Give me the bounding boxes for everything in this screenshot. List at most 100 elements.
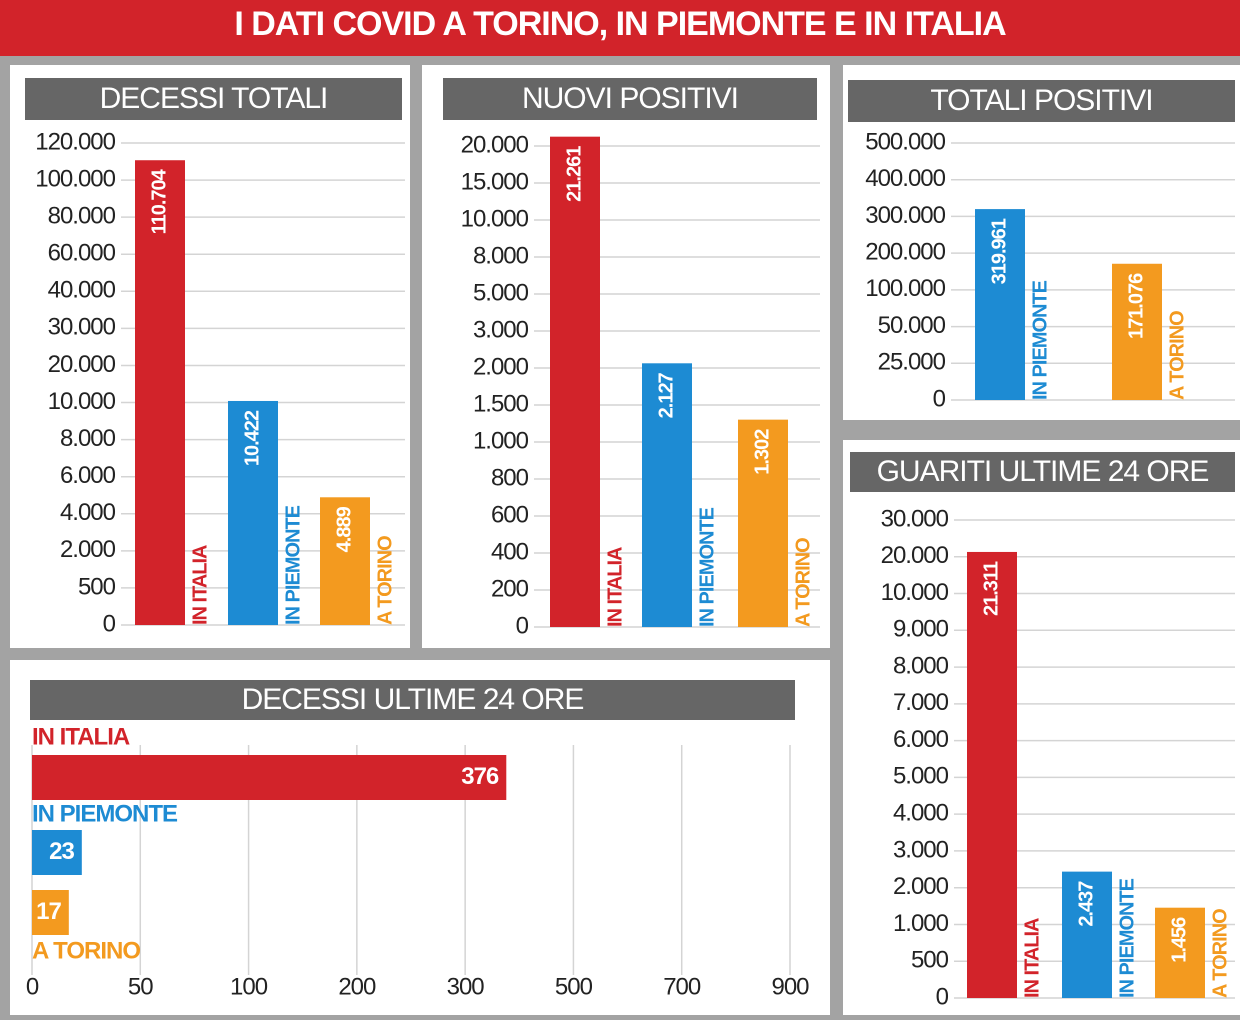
chart-title: TOTALI POSITIVI <box>930 84 1152 117</box>
panel-title-box <box>30 680 795 720</box>
bar <box>135 160 185 626</box>
category-label: IN ITALIA <box>1021 918 1043 998</box>
y-tick-label: 80.000 <box>48 202 116 229</box>
bar <box>967 551 1017 998</box>
panel-title-box <box>848 80 1235 122</box>
y-tick-label: 30.000 <box>881 505 949 532</box>
category-label: A TORINO <box>374 536 396 625</box>
y-tick-label: 3.000 <box>893 836 949 863</box>
value-label: 10.422 <box>241 410 263 466</box>
bar <box>32 755 507 800</box>
x-tick-label: 300 <box>447 973 485 1000</box>
y-tick-label: 0 <box>103 610 116 637</box>
bar <box>642 363 692 627</box>
x-tick-label: 700 <box>663 973 701 1000</box>
y-tick-label: 10.000 <box>461 205 529 232</box>
y-tick-label: 10.000 <box>881 579 949 606</box>
value-label: 4.889 <box>333 506 355 552</box>
y-tick-label: 8.000 <box>893 652 949 679</box>
bar <box>32 890 69 935</box>
y-tick-label: 8.000 <box>60 425 116 452</box>
x-tick-label: 50 <box>128 973 153 1000</box>
y-tick-label: 0 <box>933 385 946 412</box>
x-tick-label: 900 <box>771 973 809 1000</box>
y-tick-label: 2.000 <box>893 873 949 900</box>
y-tick-label: 3.000 <box>473 316 529 343</box>
y-tick-label: 40.000 <box>48 277 116 304</box>
y-tick-label: 5.000 <box>893 763 949 790</box>
value-label: 2.437 <box>1075 881 1097 927</box>
x-tick-label: 200 <box>338 973 376 1000</box>
y-tick-label: 4.000 <box>893 799 949 826</box>
chart-title: DECESSI ULTIME 24 ORE <box>242 683 584 716</box>
panel-title-box <box>850 452 1235 492</box>
chart-title: NUOVI POSITIVI <box>522 82 738 115</box>
category-label: A TORINO <box>1166 311 1188 400</box>
y-tick-label: 6.000 <box>893 726 949 753</box>
value-label: 171.076 <box>1125 273 1147 339</box>
y-tick-label: 800 <box>491 464 529 491</box>
category-label: IN ITALIA <box>604 547 626 627</box>
panel-title-box <box>443 78 817 120</box>
bar <box>32 830 82 875</box>
y-tick-label: 1.000 <box>473 427 529 454</box>
y-tick-label: 7.000 <box>893 689 949 716</box>
y-tick-label: 500 <box>78 573 116 600</box>
bar <box>550 136 600 628</box>
chart-title: GUARITI ULTIME 24 ORE <box>877 455 1209 488</box>
y-tick-label: 300.000 <box>865 202 945 229</box>
category-label: IN PIEMONTE <box>696 507 718 627</box>
value-label: 319.961 <box>988 218 1010 284</box>
y-tick-label: 8.000 <box>473 242 529 269</box>
category-label: IN PIEMONTE <box>32 800 178 827</box>
category-label: A TORINO <box>32 937 140 964</box>
category-label: A TORINO <box>792 538 814 627</box>
bar <box>1155 907 1205 998</box>
y-tick-label: 500.000 <box>865 128 945 155</box>
y-tick-label: 500 <box>911 947 949 974</box>
value-label: 376 <box>461 763 499 790</box>
y-tick-label: 4.000 <box>60 499 116 526</box>
panel <box>843 65 1240 420</box>
value-label: 2.127 <box>655 372 677 418</box>
bar <box>228 400 278 625</box>
y-tick-label: 2.000 <box>60 536 116 563</box>
y-tick-label: 200 <box>491 575 529 602</box>
y-tick-label: 0 <box>516 612 529 639</box>
value-label: 110.704 <box>148 168 170 234</box>
bar <box>738 419 788 627</box>
x-tick-label: 0 <box>26 973 39 1000</box>
bar <box>320 497 370 625</box>
y-tick-label: 100.000 <box>35 165 115 192</box>
y-tick-label: 400 <box>491 538 529 565</box>
category-label: IN ITALIA <box>32 723 130 750</box>
x-tick-label: 100 <box>230 973 268 1000</box>
panel-title-box <box>25 78 402 120</box>
y-tick-label: 60.000 <box>48 240 116 267</box>
category-label: IN PIEMONTE <box>1029 280 1051 400</box>
y-tick-label: 200.000 <box>865 238 945 265</box>
value-label: 1.456 <box>1168 917 1190 963</box>
y-tick-label: 50.000 <box>878 312 946 339</box>
y-tick-label: 600 <box>491 501 529 528</box>
y-tick-label: 20.000 <box>461 131 529 158</box>
value-label: 23 <box>49 838 74 865</box>
header <box>0 0 1240 56</box>
category-label: IN PIEMONTE <box>1116 878 1138 998</box>
y-tick-label: 30.000 <box>48 314 116 341</box>
y-tick-label: 1.000 <box>893 910 949 937</box>
y-tick-label: 1.500 <box>473 390 529 417</box>
y-tick-label: 20.000 <box>48 351 116 378</box>
y-tick-label: 20.000 <box>881 542 949 569</box>
page-title: I DATI COVID A TORINO, IN PIEMONTE E IN … <box>234 5 1006 43</box>
value-label: 17 <box>36 898 61 925</box>
y-tick-label: 100.000 <box>865 275 945 302</box>
bar <box>1112 263 1162 400</box>
y-tick-label: 6.000 <box>60 462 116 489</box>
value-label: 21.261 <box>563 146 585 202</box>
value-label: 21.311 <box>980 561 1002 616</box>
y-tick-label: 9.000 <box>893 616 949 643</box>
y-tick-label: 15.000 <box>461 168 529 195</box>
value-label: 1.302 <box>751 429 773 475</box>
